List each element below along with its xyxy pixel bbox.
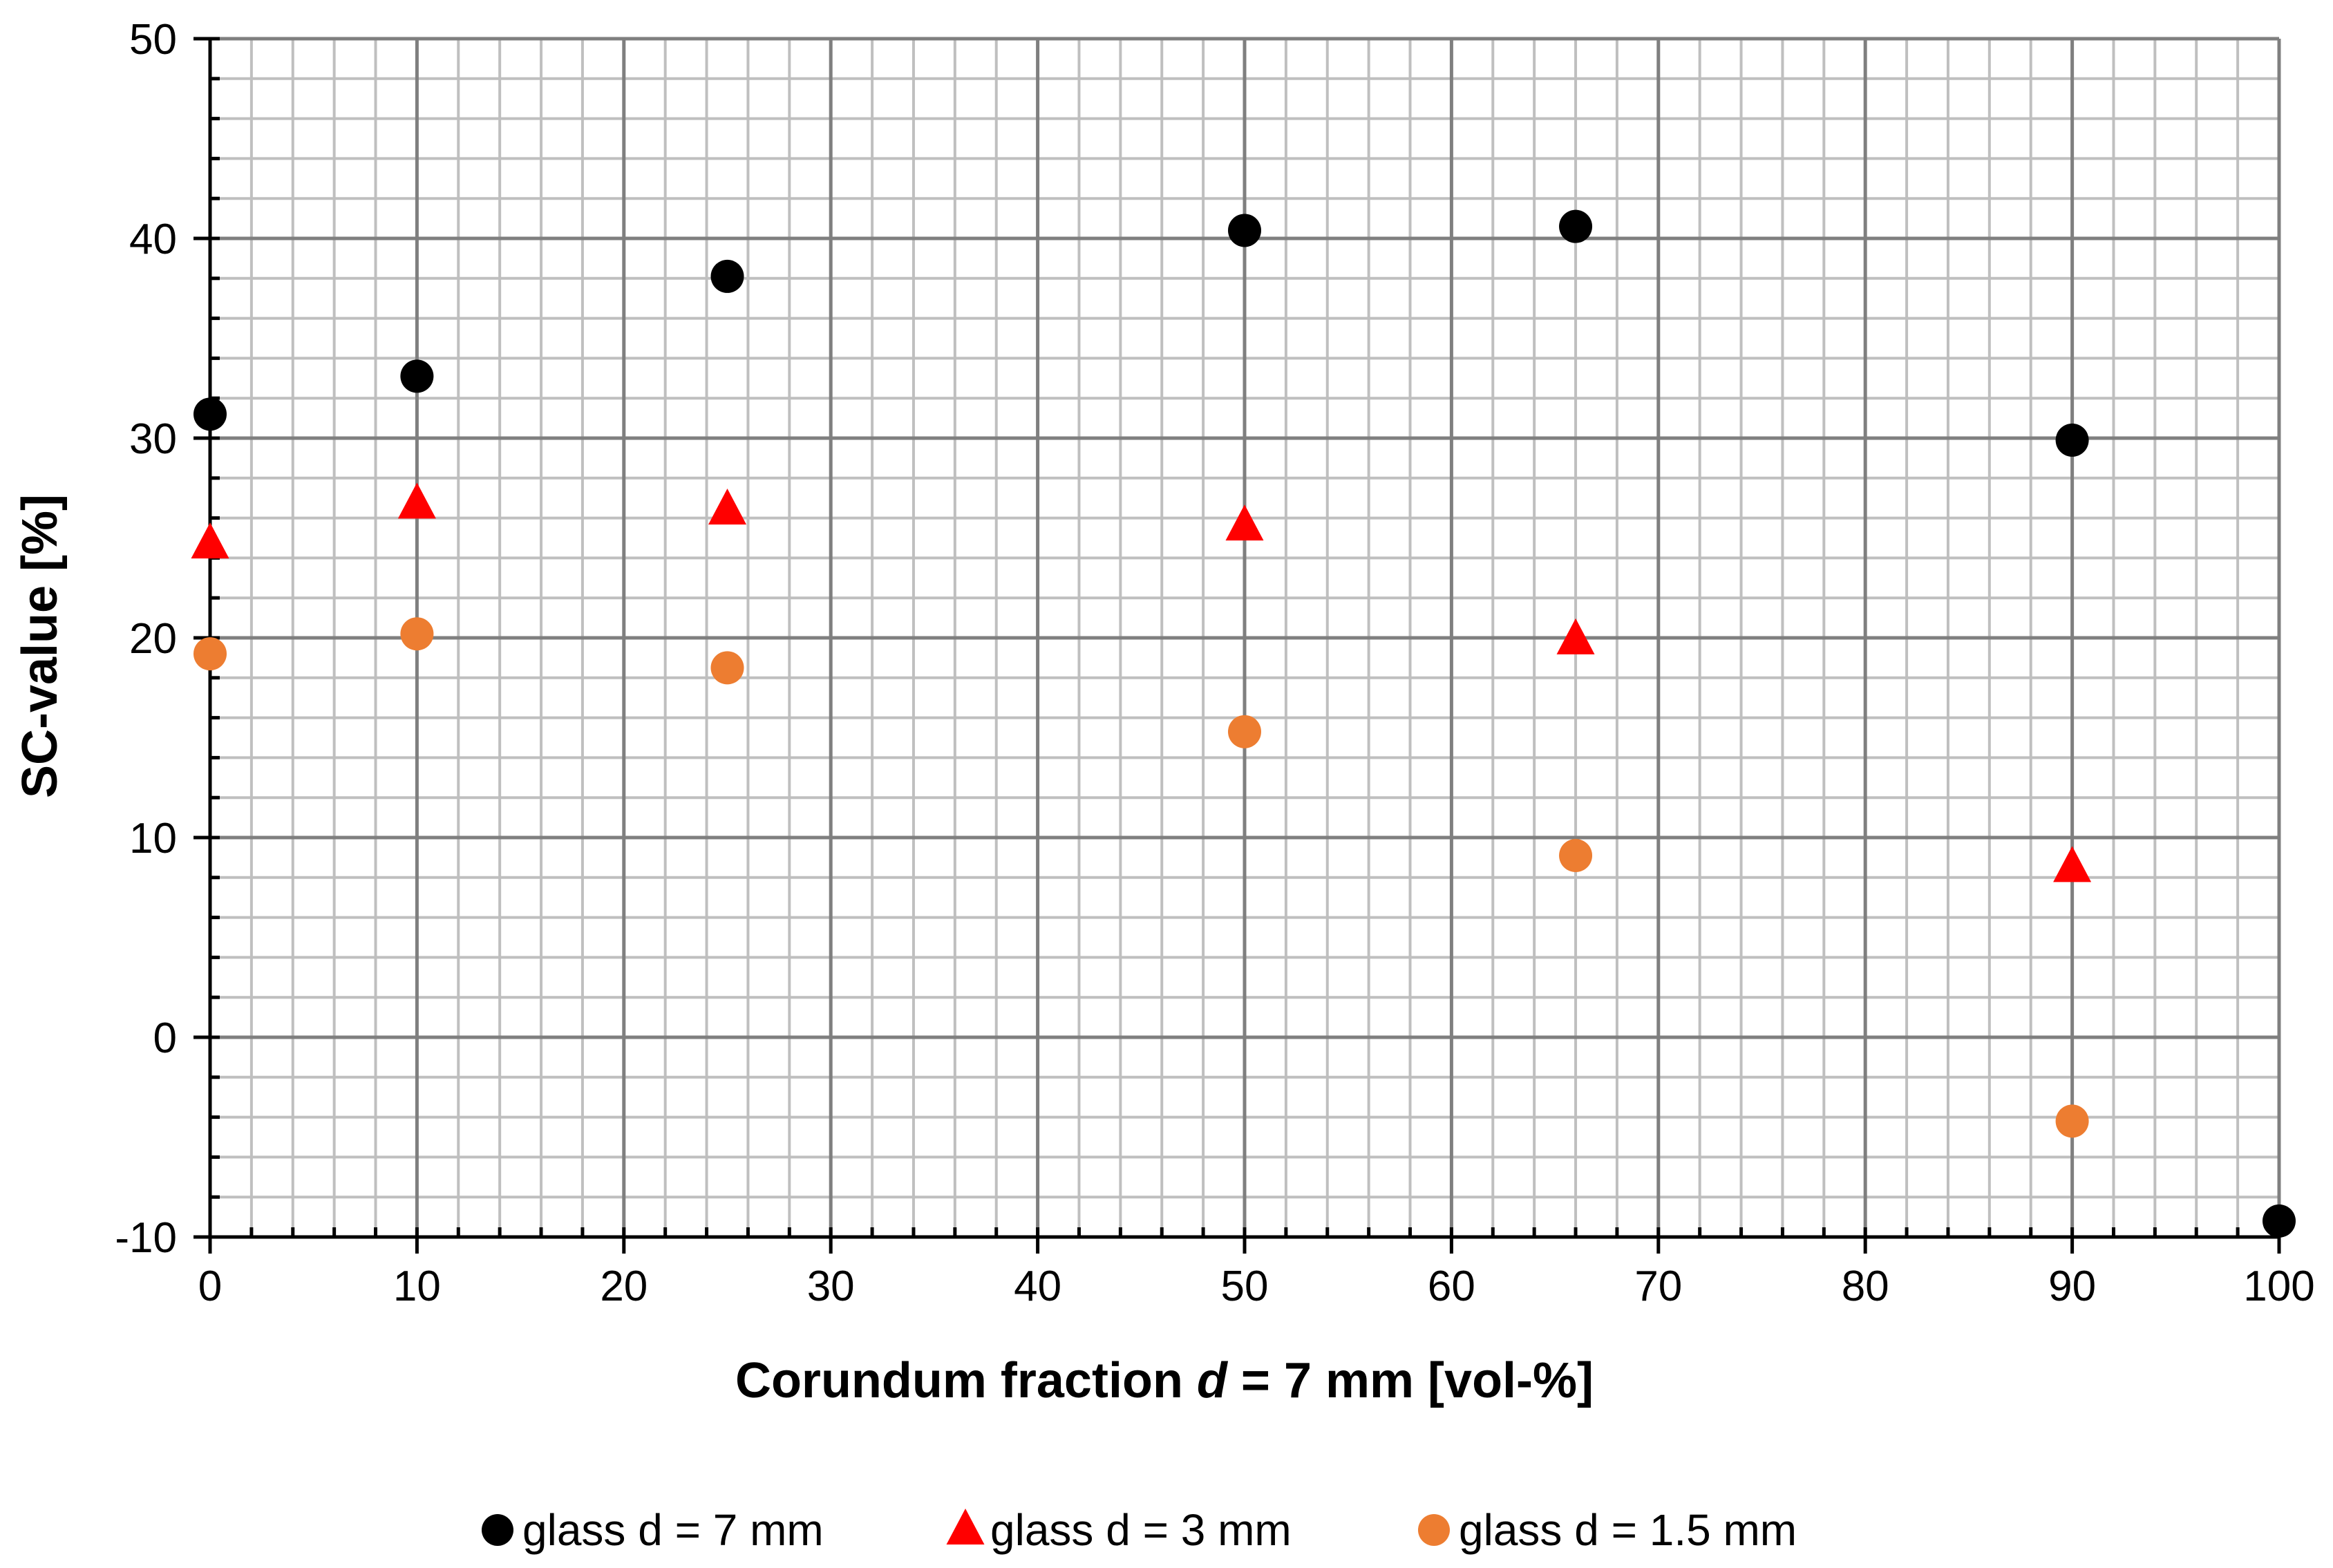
axes: [193, 37, 2281, 1254]
point-glass-d-3-mm: [1225, 504, 1264, 541]
point-glass-d-3-mm: [708, 489, 746, 525]
point-glass-d-3-mm: [2053, 846, 2092, 882]
x-tick-labels: 0 10 20 30 40 50 60 70 80 90 100: [198, 1263, 2315, 1310]
point-glass-d-3-mm: [191, 522, 229, 559]
x-tick-label: 90: [2048, 1263, 2096, 1310]
y-tick-label: 10: [129, 815, 177, 862]
point-glass-d-7-mm: [400, 359, 434, 393]
point-glass-d-1-5-mm: [2055, 1104, 2089, 1138]
x-axis-title-pre: Corundum fraction: [735, 1353, 1197, 1408]
point-glass-d-7-mm: [710, 259, 744, 293]
point-glass-d-1-5-mm: [400, 617, 434, 651]
point-glass-d-1-5-mm: [1559, 839, 1593, 873]
y-tick-label: 40: [129, 216, 177, 263]
x-tick-label: 0: [198, 1263, 222, 1310]
point-glass-d-7-mm: [1559, 209, 1593, 243]
legend-label-glass-d-7-mm: glass d = 7 mm: [522, 1505, 824, 1555]
point-glass-d-1-5-mm: [710, 651, 744, 685]
x-axis-title-italic: d: [1197, 1353, 1229, 1408]
y-tick-label: 20: [129, 615, 177, 663]
x-tick-label: 80: [1842, 1263, 1889, 1310]
x-axis-title-post: = 7 mm [vol-%]: [1227, 1353, 1594, 1408]
point-glass-d-7-mm: [1228, 214, 1261, 247]
point-glass-d-3-mm: [397, 482, 436, 519]
x-axis-title: Corundum fraction d = 7 mm [vol-%]: [735, 1353, 1594, 1408]
y-tick-label: 30: [129, 415, 177, 463]
data-points: [191, 209, 2296, 1238]
x-tick-label: 100: [2243, 1263, 2314, 1310]
legend-marker-glass-d-3-mm: [946, 1509, 985, 1545]
point-glass-d-7-mm: [193, 397, 227, 431]
legend-marker-glass-d-1-5-mm: [1418, 1514, 1450, 1546]
x-tick-label: 10: [393, 1263, 441, 1310]
point-glass-d-1-5-mm: [193, 637, 227, 671]
x-tick-label: 50: [1221, 1263, 1269, 1310]
y-tick-label: 50: [129, 16, 177, 64]
x-tick-label: 20: [600, 1263, 648, 1310]
legend: glass d = 7 mm glass d = 3 mm glass d = 1.…: [482, 1505, 1797, 1555]
y-axis-title: SC-value [%]: [12, 494, 68, 798]
x-tick-label: 60: [1428, 1263, 1475, 1310]
point-glass-d-3-mm: [1556, 618, 1595, 654]
point-glass-d-7-mm: [2055, 423, 2089, 457]
point-glass-d-7-mm: [2263, 1204, 2296, 1238]
legend-label-glass-d-1-5-mm: glass d = 1.5 mm: [1459, 1505, 1797, 1555]
y-tick-labels: -10 0 10 20 30 40 50: [115, 16, 177, 1262]
y-tick-label: 0: [153, 1014, 177, 1062]
legend-marker-glass-d-7-mm: [482, 1514, 513, 1546]
point-glass-d-1-5-mm: [1228, 715, 1261, 748]
legend-label-glass-d-3-mm: glass d = 3 mm: [990, 1505, 1292, 1555]
x-tick-label: 70: [1634, 1263, 1682, 1310]
x-tick-label: 30: [807, 1263, 855, 1310]
x-tick-label: 40: [1014, 1263, 1061, 1310]
y-tick-label: -10: [115, 1214, 177, 1262]
